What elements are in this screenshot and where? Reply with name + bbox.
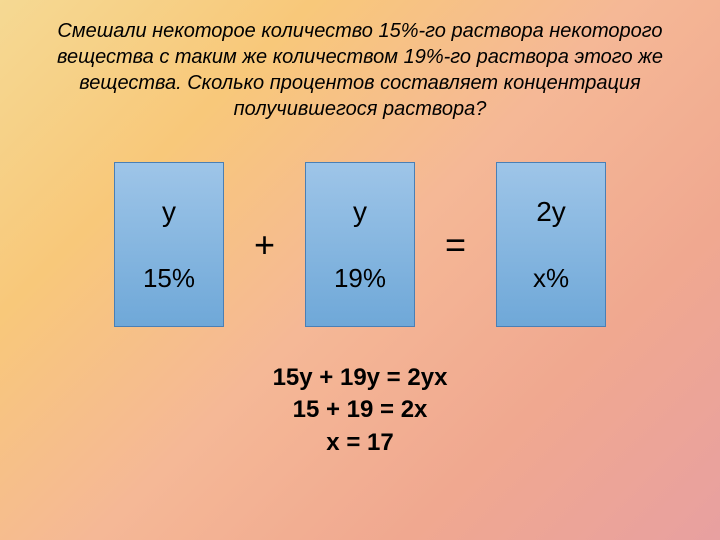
box-2-amount: y — [353, 196, 367, 228]
box-1-amount: y — [162, 196, 176, 228]
equals-operator: = — [445, 224, 466, 266]
plus-operator: + — [254, 224, 275, 266]
solution-box-result: 2y x% — [496, 162, 606, 327]
mixture-diagram: y 15% + y 19% = 2y x% — [0, 162, 720, 327]
solution-line-2: 15 + 19 = 2x — [0, 394, 720, 426]
box-result-amount: 2y — [536, 196, 566, 228]
box-result-concentration: x% — [533, 263, 569, 294]
solution-steps: 15y + 19y = 2yx 15 + 19 = 2x x = 17 — [0, 362, 720, 459]
box-1-concentration: 15% — [143, 263, 195, 294]
solution-line-1: 15y + 19y = 2yx — [0, 362, 720, 394]
solution-line-3: x = 17 — [0, 427, 720, 459]
box-2-concentration: 19% — [334, 263, 386, 294]
solution-box-1: y 15% — [114, 162, 224, 327]
solution-box-2: y 19% — [305, 162, 415, 327]
problem-statement: Смешали некоторое количество 15%-го раст… — [0, 0, 720, 132]
